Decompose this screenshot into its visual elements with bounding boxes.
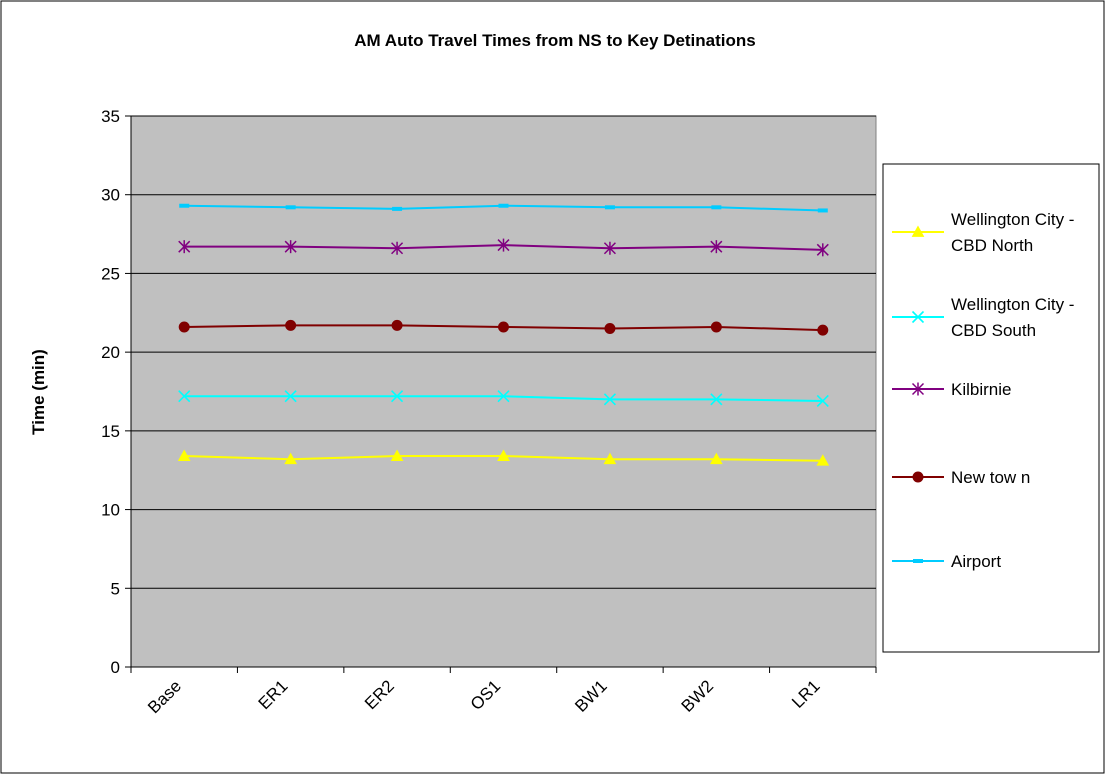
data-point bbox=[603, 452, 617, 465]
data-point bbox=[284, 390, 297, 403]
data-point-stroke bbox=[178, 390, 191, 403]
data-point bbox=[391, 319, 403, 331]
data-point bbox=[710, 452, 723, 465]
series bbox=[179, 203, 828, 213]
legend-entry: Wellington City - CBD South bbox=[892, 295, 1074, 340]
axes bbox=[125, 115, 877, 673]
legend-label: Wellington City - bbox=[951, 295, 1074, 314]
data-point-stroke bbox=[497, 390, 510, 403]
data-point-stroke bbox=[710, 393, 723, 406]
data-point bbox=[816, 243, 829, 257]
data-point bbox=[284, 452, 297, 465]
data-point bbox=[498, 203, 509, 208]
data-point bbox=[497, 238, 510, 252]
y-tick-label: 35 bbox=[101, 107, 120, 126]
gridlines bbox=[131, 115, 876, 589]
data-point bbox=[817, 208, 828, 213]
y-axis-label: Time (min) bbox=[29, 349, 48, 435]
y-tick-label: 25 bbox=[101, 264, 120, 283]
y-tick-label: 15 bbox=[101, 422, 120, 441]
data-point bbox=[179, 203, 190, 208]
data-point-stroke bbox=[284, 390, 297, 403]
legend-label: CBD South bbox=[951, 321, 1036, 340]
data-point bbox=[710, 321, 722, 333]
data-point bbox=[710, 240, 723, 254]
data-point bbox=[817, 324, 829, 336]
data-point-stroke bbox=[911, 310, 925, 324]
data-point bbox=[603, 393, 616, 406]
data-point bbox=[604, 323, 616, 335]
y-tick-label: 10 bbox=[101, 501, 120, 520]
data-point bbox=[285, 319, 297, 331]
series-layer bbox=[177, 203, 830, 466]
data-point bbox=[285, 205, 296, 210]
data-point bbox=[178, 240, 191, 254]
data-point bbox=[391, 241, 404, 255]
series bbox=[178, 390, 829, 408]
legend-label: Wellington City - bbox=[951, 210, 1074, 229]
legend-entry: Wellington City - CBD North bbox=[892, 210, 1074, 255]
y-tick-label: 30 bbox=[101, 186, 120, 205]
data-point bbox=[390, 449, 404, 461]
data-point bbox=[392, 206, 403, 211]
data-point bbox=[178, 390, 191, 403]
plot-area bbox=[130, 115, 877, 668]
data-point-stroke bbox=[816, 394, 829, 408]
data-point bbox=[816, 454, 830, 466]
data-point bbox=[913, 559, 923, 563]
data-point bbox=[604, 205, 615, 210]
legend-entry: Airport bbox=[892, 552, 1001, 571]
data-point bbox=[711, 205, 722, 210]
series bbox=[178, 238, 829, 257]
data-point bbox=[391, 390, 404, 403]
data-point-stroke bbox=[603, 393, 616, 406]
y-tick-label: 0 bbox=[111, 658, 120, 677]
legend-label: New tow n bbox=[951, 468, 1030, 487]
legend-label: Kilbirnie bbox=[951, 380, 1011, 399]
y-tick-label: 5 bbox=[111, 579, 120, 598]
data-point bbox=[710, 393, 723, 406]
series bbox=[177, 449, 830, 466]
chart-title: AM Auto Travel Times from NS to Key Deti… bbox=[354, 31, 755, 50]
legend-label: Airport bbox=[951, 552, 1001, 571]
data-point bbox=[498, 321, 509, 333]
data-point bbox=[177, 449, 191, 461]
data-point bbox=[497, 449, 510, 461]
data-point bbox=[911, 310, 925, 324]
data-point bbox=[912, 471, 924, 483]
data-point bbox=[497, 390, 510, 403]
series bbox=[178, 319, 829, 336]
legend-label: CBD North bbox=[951, 236, 1033, 255]
data-point bbox=[284, 240, 297, 254]
data-point bbox=[603, 241, 616, 255]
legend-entry: Kilbirnie bbox=[892, 380, 1011, 399]
y-tick-label: 20 bbox=[101, 343, 120, 362]
y-tick-labels: 0 5 10 15 20 25 30 35 bbox=[101, 107, 120, 677]
data-point bbox=[911, 382, 925, 396]
data-point bbox=[911, 225, 925, 237]
data-point-stroke bbox=[391, 390, 404, 403]
legend-box bbox=[882, 163, 1100, 653]
legend-entry: New tow n bbox=[892, 468, 1030, 487]
data-point bbox=[816, 394, 829, 408]
data-point bbox=[178, 321, 190, 333]
